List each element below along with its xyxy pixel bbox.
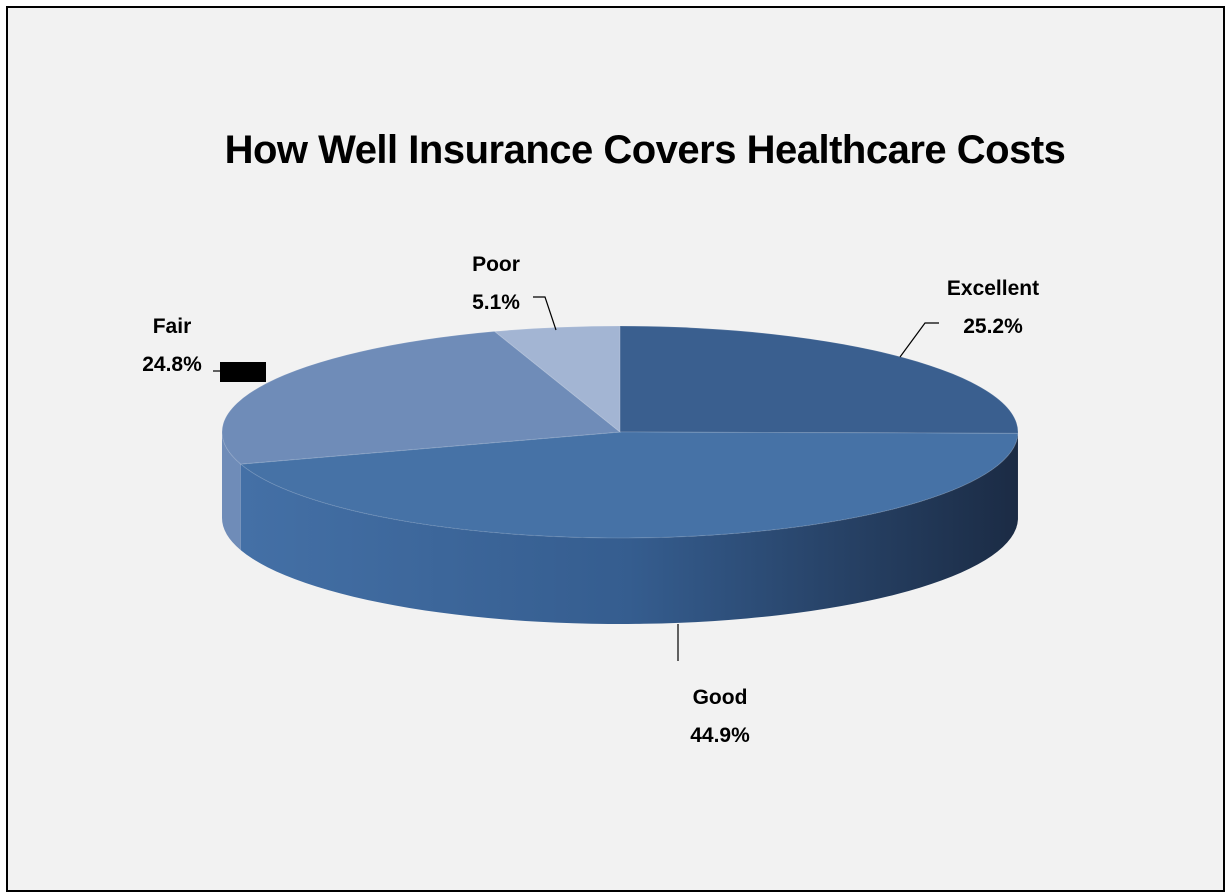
leader-line-excellent bbox=[900, 323, 939, 357]
label-fair-name: Fair bbox=[153, 315, 192, 338]
label-excellent-name: Excellent bbox=[947, 277, 1039, 300]
label-fair-value: 24.8% bbox=[142, 353, 202, 376]
redaction-box bbox=[220, 362, 266, 382]
label-poor-name: Poor bbox=[472, 253, 520, 276]
leader-line-poor bbox=[533, 297, 556, 330]
pie-slice-excellent bbox=[620, 326, 1018, 433]
label-good-value: 44.9% bbox=[690, 724, 750, 747]
pie-top bbox=[222, 326, 1018, 538]
label-poor-value: 5.1% bbox=[472, 291, 520, 314]
label-good-name: Good bbox=[693, 686, 748, 709]
label-excellent-value: 25.2% bbox=[963, 315, 1023, 338]
